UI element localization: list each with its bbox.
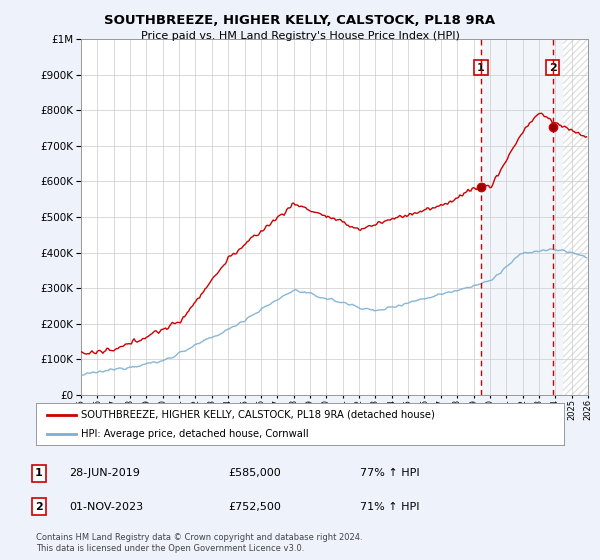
- Text: Contains HM Land Registry data © Crown copyright and database right 2024.
This d: Contains HM Land Registry data © Crown c…: [36, 533, 362, 553]
- Text: 2: 2: [548, 63, 556, 73]
- Text: SOUTHBREEZE, HIGHER KELLY, CALSTOCK, PL18 9RA (detached house): SOUTHBREEZE, HIGHER KELLY, CALSTOCK, PL1…: [81, 409, 435, 419]
- Bar: [563, 39, 588, 395]
- Text: 2: 2: [35, 502, 43, 512]
- Text: 1: 1: [477, 63, 485, 73]
- Text: £585,000: £585,000: [228, 468, 281, 478]
- Text: Price paid vs. HM Land Registry's House Price Index (HPI): Price paid vs. HM Land Registry's House …: [140, 31, 460, 41]
- Text: 1: 1: [35, 468, 43, 478]
- Text: 28-JUN-2019: 28-JUN-2019: [69, 468, 140, 478]
- Text: £752,500: £752,500: [228, 502, 281, 512]
- Bar: [481, 39, 563, 395]
- Text: HPI: Average price, detached house, Cornwall: HPI: Average price, detached house, Corn…: [81, 429, 308, 439]
- Text: 01-NOV-2023: 01-NOV-2023: [69, 502, 143, 512]
- Text: SOUTHBREEZE, HIGHER KELLY, CALSTOCK, PL18 9RA: SOUTHBREEZE, HIGHER KELLY, CALSTOCK, PL1…: [104, 14, 496, 27]
- Text: 71% ↑ HPI: 71% ↑ HPI: [360, 502, 419, 512]
- Text: 77% ↑ HPI: 77% ↑ HPI: [360, 468, 419, 478]
